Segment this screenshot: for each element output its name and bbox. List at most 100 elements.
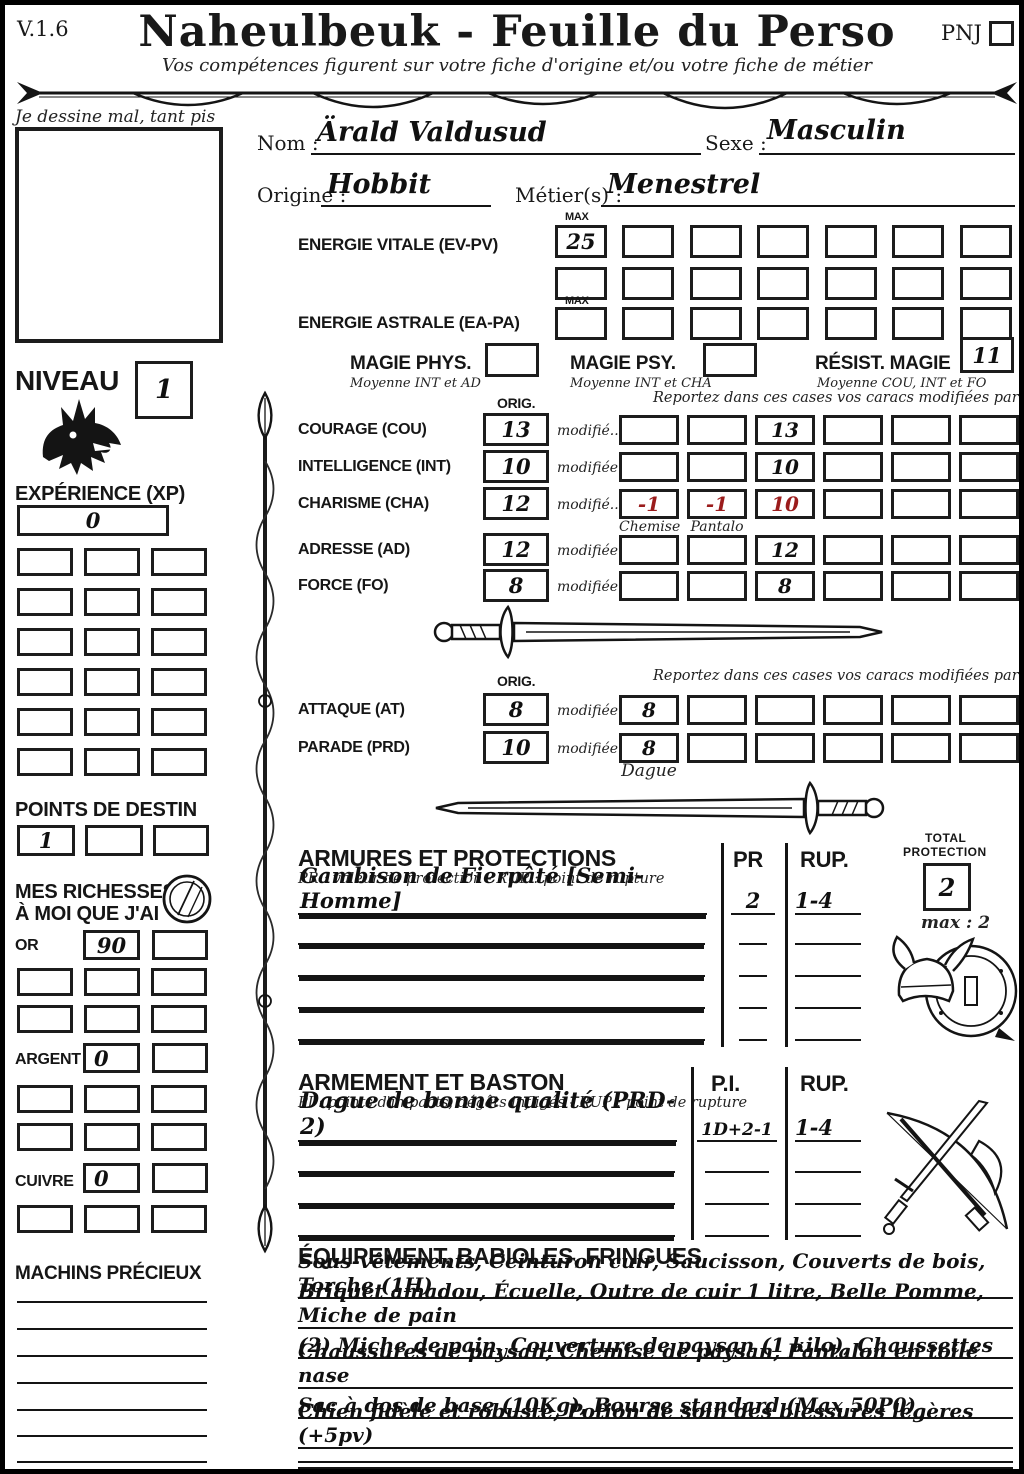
attaque-mod-box[interactable] xyxy=(823,695,883,725)
equipment-line[interactable] xyxy=(298,1449,1013,1463)
attaque-mod-box[interactable] xyxy=(687,695,747,725)
niveau-box[interactable]: 1 xyxy=(135,361,193,419)
argent-box[interactable]: 0 xyxy=(83,1043,140,1073)
intelligence-orig-box[interactable]: 10 xyxy=(483,450,549,483)
courage-mod-box[interactable] xyxy=(959,415,1019,445)
xp-grid-box[interactable] xyxy=(17,748,73,776)
parade-mod-box[interactable] xyxy=(891,733,951,763)
adresse-mod-box[interactable] xyxy=(959,535,1019,565)
weapon-row-rup[interactable] xyxy=(795,1141,861,1173)
equipment-line[interactable]: Briquet amadou, Écuelle, Outre de cuir 1… xyxy=(298,1279,1013,1329)
attaque-mod-box[interactable] xyxy=(959,695,1019,725)
weapon-row-name[interactable] xyxy=(298,1173,675,1205)
ev-box[interactable] xyxy=(892,225,944,258)
destin-box[interactable]: 1 xyxy=(17,825,75,856)
attaque-mod-box[interactable] xyxy=(755,695,815,725)
adresse-mod-box[interactable] xyxy=(891,535,951,565)
nom-field-line[interactable] xyxy=(311,123,701,155)
weapon-row-rup[interactable] xyxy=(795,1205,861,1237)
ea-box[interactable] xyxy=(757,307,809,340)
richesse-box[interactable] xyxy=(17,1005,73,1033)
ev-box[interactable] xyxy=(757,225,809,258)
courage-mod-box[interactable]: 13 xyxy=(755,415,815,445)
destin-box[interactable] xyxy=(85,825,143,856)
xp-grid-box[interactable] xyxy=(84,748,140,776)
intelligence-mod-box[interactable] xyxy=(687,452,747,482)
armor-row-name[interactable] xyxy=(298,1009,705,1041)
weapon-row-rup[interactable]: 1-4 xyxy=(795,1108,861,1142)
charisme-mod-box[interactable] xyxy=(823,489,883,519)
weapon-row-name[interactable] xyxy=(298,1141,675,1173)
parade-mod-box[interactable]: 8 xyxy=(619,733,679,763)
argent-box[interactable] xyxy=(152,1043,208,1073)
intelligence-mod-box[interactable]: 10 xyxy=(755,452,815,482)
weapon-row-name[interactable]: Dague de bonne qualité (PRD-2) xyxy=(298,1088,677,1142)
armor-row-rup[interactable] xyxy=(795,1009,861,1041)
ev-box[interactable] xyxy=(960,225,1012,258)
richesse-box[interactable] xyxy=(151,1005,207,1033)
richesse-box[interactable] xyxy=(151,1085,207,1113)
force-mod-box[interactable]: 8 xyxy=(755,571,815,601)
xp-grid-box[interactable] xyxy=(17,668,73,696)
adresse-mod-box[interactable]: 12 xyxy=(755,535,815,565)
ev-box[interactable] xyxy=(757,267,809,300)
xp-grid-box[interactable] xyxy=(17,588,73,616)
courage-mod-box[interactable] xyxy=(823,415,883,445)
weapon-row-pi[interactable]: 1D+2-1 xyxy=(697,1110,777,1142)
weapon-row-rup[interactable] xyxy=(795,1173,861,1205)
armor-row-rup[interactable] xyxy=(795,945,861,977)
ev-box[interactable] xyxy=(825,225,877,258)
ev-box[interactable] xyxy=(690,267,742,300)
machins-line[interactable] xyxy=(17,1341,207,1357)
xp-grid-box[interactable] xyxy=(151,668,207,696)
xp-grid-box[interactable] xyxy=(151,548,207,576)
magie-psy-box[interactable] xyxy=(703,343,757,377)
armor-row-name[interactable] xyxy=(298,945,705,977)
xp-grid-box[interactable] xyxy=(151,588,207,616)
parade-mod-box[interactable] xyxy=(959,733,1019,763)
charisme-mod-box[interactable] xyxy=(891,489,951,519)
courage-mod-box[interactable] xyxy=(619,415,679,445)
equipment-line[interactable]: Chaussures de paysan, Chemise de paysan,… xyxy=(298,1339,1013,1389)
ev-box[interactable] xyxy=(892,267,944,300)
magie-phys-box[interactable] xyxy=(485,343,539,377)
machins-line[interactable] xyxy=(17,1368,207,1384)
adresse-mod-box[interactable] xyxy=(619,535,679,565)
richesse-box[interactable] xyxy=(84,1205,140,1233)
armor-row-name[interactable] xyxy=(298,913,705,945)
xp-grid-box[interactable] xyxy=(84,708,140,736)
force-mod-box[interactable] xyxy=(619,571,679,601)
ev-box[interactable] xyxy=(622,225,674,258)
ea-box[interactable] xyxy=(960,307,1012,340)
xp-grid-box[interactable] xyxy=(84,548,140,576)
portrait-box[interactable] xyxy=(15,127,223,343)
resist-magie-box[interactable]: 11 xyxy=(960,337,1014,373)
intelligence-mod-box[interactable] xyxy=(959,452,1019,482)
richesse-box[interactable] xyxy=(84,1005,140,1033)
pnj-checkbox[interactable] xyxy=(989,21,1014,46)
armor-row-rup[interactable] xyxy=(795,977,861,1009)
richesse-box[interactable] xyxy=(17,1123,73,1151)
charisme-mod-box[interactable]: 10 xyxy=(755,489,815,519)
richesse-box[interactable] xyxy=(84,968,140,996)
or-box[interactable]: 90 xyxy=(83,930,140,960)
richesse-box[interactable] xyxy=(151,1205,207,1233)
armor-row-pr[interactable] xyxy=(739,1009,767,1041)
force-mod-box[interactable] xyxy=(959,571,1019,601)
xp-grid-box[interactable] xyxy=(151,708,207,736)
richesse-box[interactable] xyxy=(84,1123,140,1151)
parade-mod-box[interactable] xyxy=(755,733,815,763)
xp-grid-box[interactable] xyxy=(151,628,207,656)
ea-box[interactable] xyxy=(825,307,877,340)
charisme-orig-box[interactable]: 12 xyxy=(483,487,549,520)
force-orig-box[interactable]: 8 xyxy=(483,569,549,602)
attaque-mod-box[interactable] xyxy=(891,695,951,725)
xp-grid-box[interactable] xyxy=(84,588,140,616)
machins-line[interactable] xyxy=(17,1421,207,1437)
armor-row-pr[interactable] xyxy=(739,977,767,1009)
courage-orig-box[interactable]: 13 xyxy=(483,413,549,446)
charisme-mod-box[interactable]: -1 xyxy=(619,489,679,519)
ev-box[interactable] xyxy=(555,267,607,300)
armor-row-name[interactable]: Gambison de Fierpâté [Semi-Homme] xyxy=(298,863,707,915)
weapon-row-pi[interactable] xyxy=(705,1141,769,1173)
